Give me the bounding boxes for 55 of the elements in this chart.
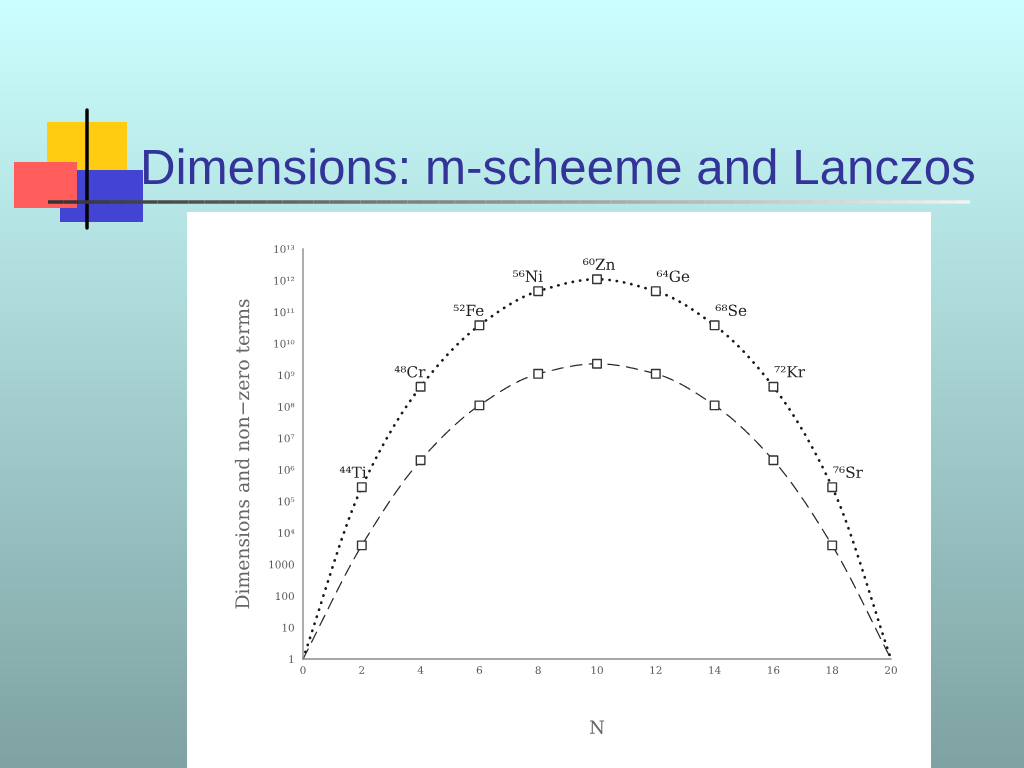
- point: [768, 381, 779, 392]
- point: [709, 320, 720, 331]
- x-tick-label: 12: [650, 666, 662, 674]
- x-tick-label: 14: [709, 666, 721, 674]
- y-tick-label: 10⁸: [278, 402, 295, 411]
- annotation: ⁵⁶Ni: [513, 270, 543, 282]
- x-tick-label: 10: [591, 666, 603, 675]
- point: [827, 482, 838, 493]
- point: [768, 455, 779, 466]
- annotation: ⁷²Kr: [774, 365, 806, 378]
- x-tick-label: 6: [476, 666, 483, 675]
- y-tick-label: 1: [289, 655, 294, 663]
- annotation: ⁴⁸Cr: [394, 365, 426, 378]
- y-tick-label: 10¹³: [274, 245, 295, 254]
- point: [592, 274, 602, 285]
- annotation: ⁷⁶Sr: [833, 466, 863, 478]
- y-tick-label: 10: [282, 623, 294, 632]
- x-tick-label: 18: [826, 666, 839, 675]
- y-tick-label: 1000: [269, 560, 294, 569]
- point: [533, 286, 544, 297]
- y-tick-label: 10¹²: [274, 276, 295, 285]
- point: [533, 368, 544, 379]
- chart-title: Dimensions: m-scheeme and Lanczos: [144, 148, 975, 185]
- point: [650, 286, 661, 297]
- y-tick-label: 10¹⁰: [274, 339, 295, 348]
- y-tick-label: 10⁶: [278, 466, 295, 474]
- y-tick-label: 10¹¹: [274, 308, 294, 317]
- x-tick-label: 2: [359, 666, 365, 674]
- annotation: ⁶⁴Ge: [656, 270, 690, 282]
- point: [356, 482, 367, 493]
- y-tick-label: 10⁹: [278, 371, 295, 380]
- point: [650, 368, 661, 379]
- annotation: ⁵²Fe: [453, 304, 484, 317]
- point: [474, 320, 485, 331]
- y-tick-label: 10⁷: [278, 434, 295, 443]
- x-tick-label: 8: [535, 666, 541, 675]
- y-tick-label: 10⁴: [278, 529, 295, 537]
- annotation: ⁶⁰Zn: [583, 258, 616, 270]
- point: [709, 400, 720, 411]
- x-tick-label: 16: [768, 666, 780, 675]
- point: [415, 381, 426, 392]
- y-axis-title: Dimensions and non−zero terms: [234, 299, 250, 609]
- x-axis-title: N: [589, 720, 605, 734]
- point: [474, 400, 485, 411]
- y-tick-label: 100: [276, 592, 294, 601]
- x-tick-label: 4: [417, 666, 424, 674]
- y-tick-label: 10⁵: [278, 497, 295, 506]
- x-tick-label: 20: [885, 666, 897, 675]
- x-tick-label: 0: [300, 666, 306, 675]
- annotation: ⁶⁸Se: [715, 304, 747, 317]
- point: [415, 455, 426, 466]
- point: [827, 540, 838, 551]
- annotation: ⁴⁴Ti: [339, 466, 367, 478]
- point: [356, 540, 367, 551]
- point: [592, 358, 602, 369]
